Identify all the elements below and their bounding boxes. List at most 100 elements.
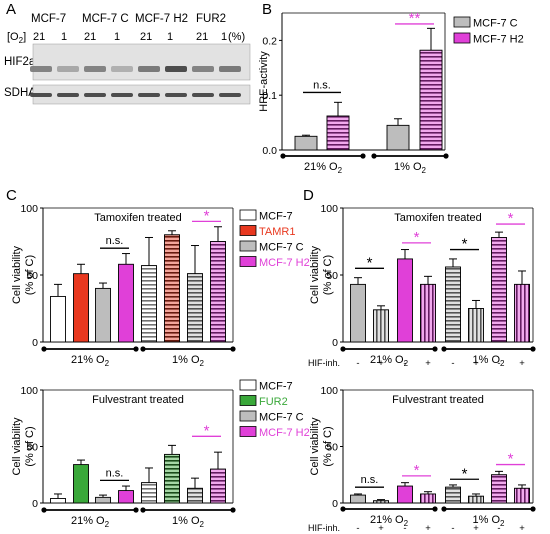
y-tick-label: 50 xyxy=(26,270,38,282)
condition-dot xyxy=(230,507,236,513)
blot-band xyxy=(138,93,160,97)
condition-dot xyxy=(133,346,139,352)
o2-value-7: 1 xyxy=(221,31,227,43)
condition-label-base: 1% O xyxy=(473,514,501,526)
condition-label: 1% O2 xyxy=(473,354,506,368)
bar xyxy=(73,273,89,343)
hif-sign: + xyxy=(519,523,525,534)
bar-hatching xyxy=(141,265,157,343)
legend-label: MCF-7 H2 xyxy=(259,427,310,439)
legend-swatch xyxy=(239,209,257,221)
significance-label: * xyxy=(508,451,514,468)
panel-a-letter: A xyxy=(6,1,16,18)
o2-open: [O xyxy=(7,31,19,43)
y-axis-label: Cell viability xyxy=(11,417,23,476)
significance-label: * xyxy=(414,229,420,246)
significance-label: n.s. xyxy=(106,467,124,479)
cell-line-label-3: FUR2 xyxy=(196,13,226,25)
hif-sign: + xyxy=(473,358,479,369)
hif-sign: + xyxy=(378,358,384,369)
y-axis-label: Cell viability xyxy=(309,417,321,476)
condition-label: 21% O2 xyxy=(304,161,343,175)
condition-dot xyxy=(432,346,438,352)
o2-value-5: 1 xyxy=(167,31,173,43)
condition-label-base: 1% O xyxy=(172,515,200,527)
legend-swatch xyxy=(239,426,257,437)
chart-title: Fulvestrant treated xyxy=(392,394,484,406)
panel-d-fulvestrant-chart: 0 50 100 Cell viability (% of C) Fulvestrant … xyxy=(308,385,536,534)
y-tick-label: 100 xyxy=(20,385,38,397)
y-tick-label: 0.2 xyxy=(262,35,277,47)
bar xyxy=(95,496,111,504)
bar-hatching xyxy=(445,266,461,343)
y-tick-label: 100 xyxy=(320,203,338,215)
hif-sign: + xyxy=(425,358,431,369)
bar-hatching xyxy=(514,283,530,343)
y-axis-label-unit: (% of C) xyxy=(24,255,36,295)
bar-hatching xyxy=(420,493,436,504)
condition-label: 21% O2 xyxy=(370,514,409,528)
hif-inhibitor-label: HIF-inh. xyxy=(308,358,340,368)
bar-hatching xyxy=(187,273,203,343)
bar xyxy=(350,283,366,343)
significance-label: n.s. xyxy=(361,474,379,486)
condition-label: 1% O2 xyxy=(172,515,205,529)
cell-line-label-2: MCF-7 H2 xyxy=(135,13,188,25)
significance-label: * xyxy=(204,207,210,224)
bar-hatching xyxy=(420,283,436,343)
significance-label: * xyxy=(462,236,468,253)
legend-swatch xyxy=(239,379,257,391)
hif-sign: + xyxy=(378,523,384,534)
y-axis-label: Cell viability xyxy=(11,245,23,304)
legend-swatch xyxy=(239,256,257,267)
hif-sign: - xyxy=(497,523,500,534)
condition-label-sub: 2 xyxy=(422,166,427,175)
blot-band xyxy=(138,66,160,72)
o2-value-4: 21 xyxy=(140,31,152,43)
o2-value-3: 1 xyxy=(114,31,120,43)
condition-label-base: 21% O xyxy=(71,354,105,366)
condition-label-sub: 2 xyxy=(404,359,409,368)
legend-swatch xyxy=(239,395,257,406)
condition-label-base: 21% O xyxy=(370,514,404,526)
bar-hatching xyxy=(373,500,389,504)
legend-swatch xyxy=(453,32,471,44)
bar xyxy=(118,263,134,343)
hif-sign: - xyxy=(403,358,406,369)
bar xyxy=(397,258,413,343)
legend-label: MCF-7 xyxy=(259,211,293,223)
y-axis-label-unit: (% of C) xyxy=(322,255,334,295)
condition-label-sub: 2 xyxy=(338,166,343,175)
bar xyxy=(73,464,89,504)
significance-label: n.s. xyxy=(106,235,124,247)
condition-dot xyxy=(140,346,146,352)
condition-label-sub: 2 xyxy=(200,359,205,368)
bar-hatching xyxy=(373,309,389,343)
blot-images xyxy=(30,43,251,105)
blot-band xyxy=(84,93,106,97)
significance-label: * xyxy=(462,465,468,482)
chart-title: Tamoxifen treated xyxy=(94,212,181,224)
condition-dot xyxy=(530,346,536,352)
y-axis-label-unit: (% of C) xyxy=(322,426,334,466)
hif-sign: - xyxy=(403,523,406,534)
legend-label: MCF-7 H2 xyxy=(259,257,310,269)
legend-label: MCF-7 xyxy=(259,381,293,393)
y-tick-label: 100 xyxy=(20,203,38,215)
panel-letter: D xyxy=(303,187,314,204)
bar xyxy=(386,124,410,151)
blot-band xyxy=(165,66,187,72)
legend-label: MCF-7 C xyxy=(473,18,518,30)
o2-value-1: 1 xyxy=(61,31,67,43)
bar-hatching xyxy=(468,308,484,343)
bar xyxy=(50,498,66,504)
condition-label-base: 1% O xyxy=(394,161,422,173)
condition-label-sub: 2 xyxy=(404,519,409,528)
o2-value-2: 21 xyxy=(84,31,96,43)
condition-label-base: 21% O xyxy=(71,515,105,527)
condition-dot xyxy=(441,506,447,512)
cell-line-label-0: MCF-7 xyxy=(31,13,66,25)
condition-label: 21% O2 xyxy=(370,354,409,368)
bar-hatching xyxy=(164,234,180,343)
bar xyxy=(95,287,111,343)
